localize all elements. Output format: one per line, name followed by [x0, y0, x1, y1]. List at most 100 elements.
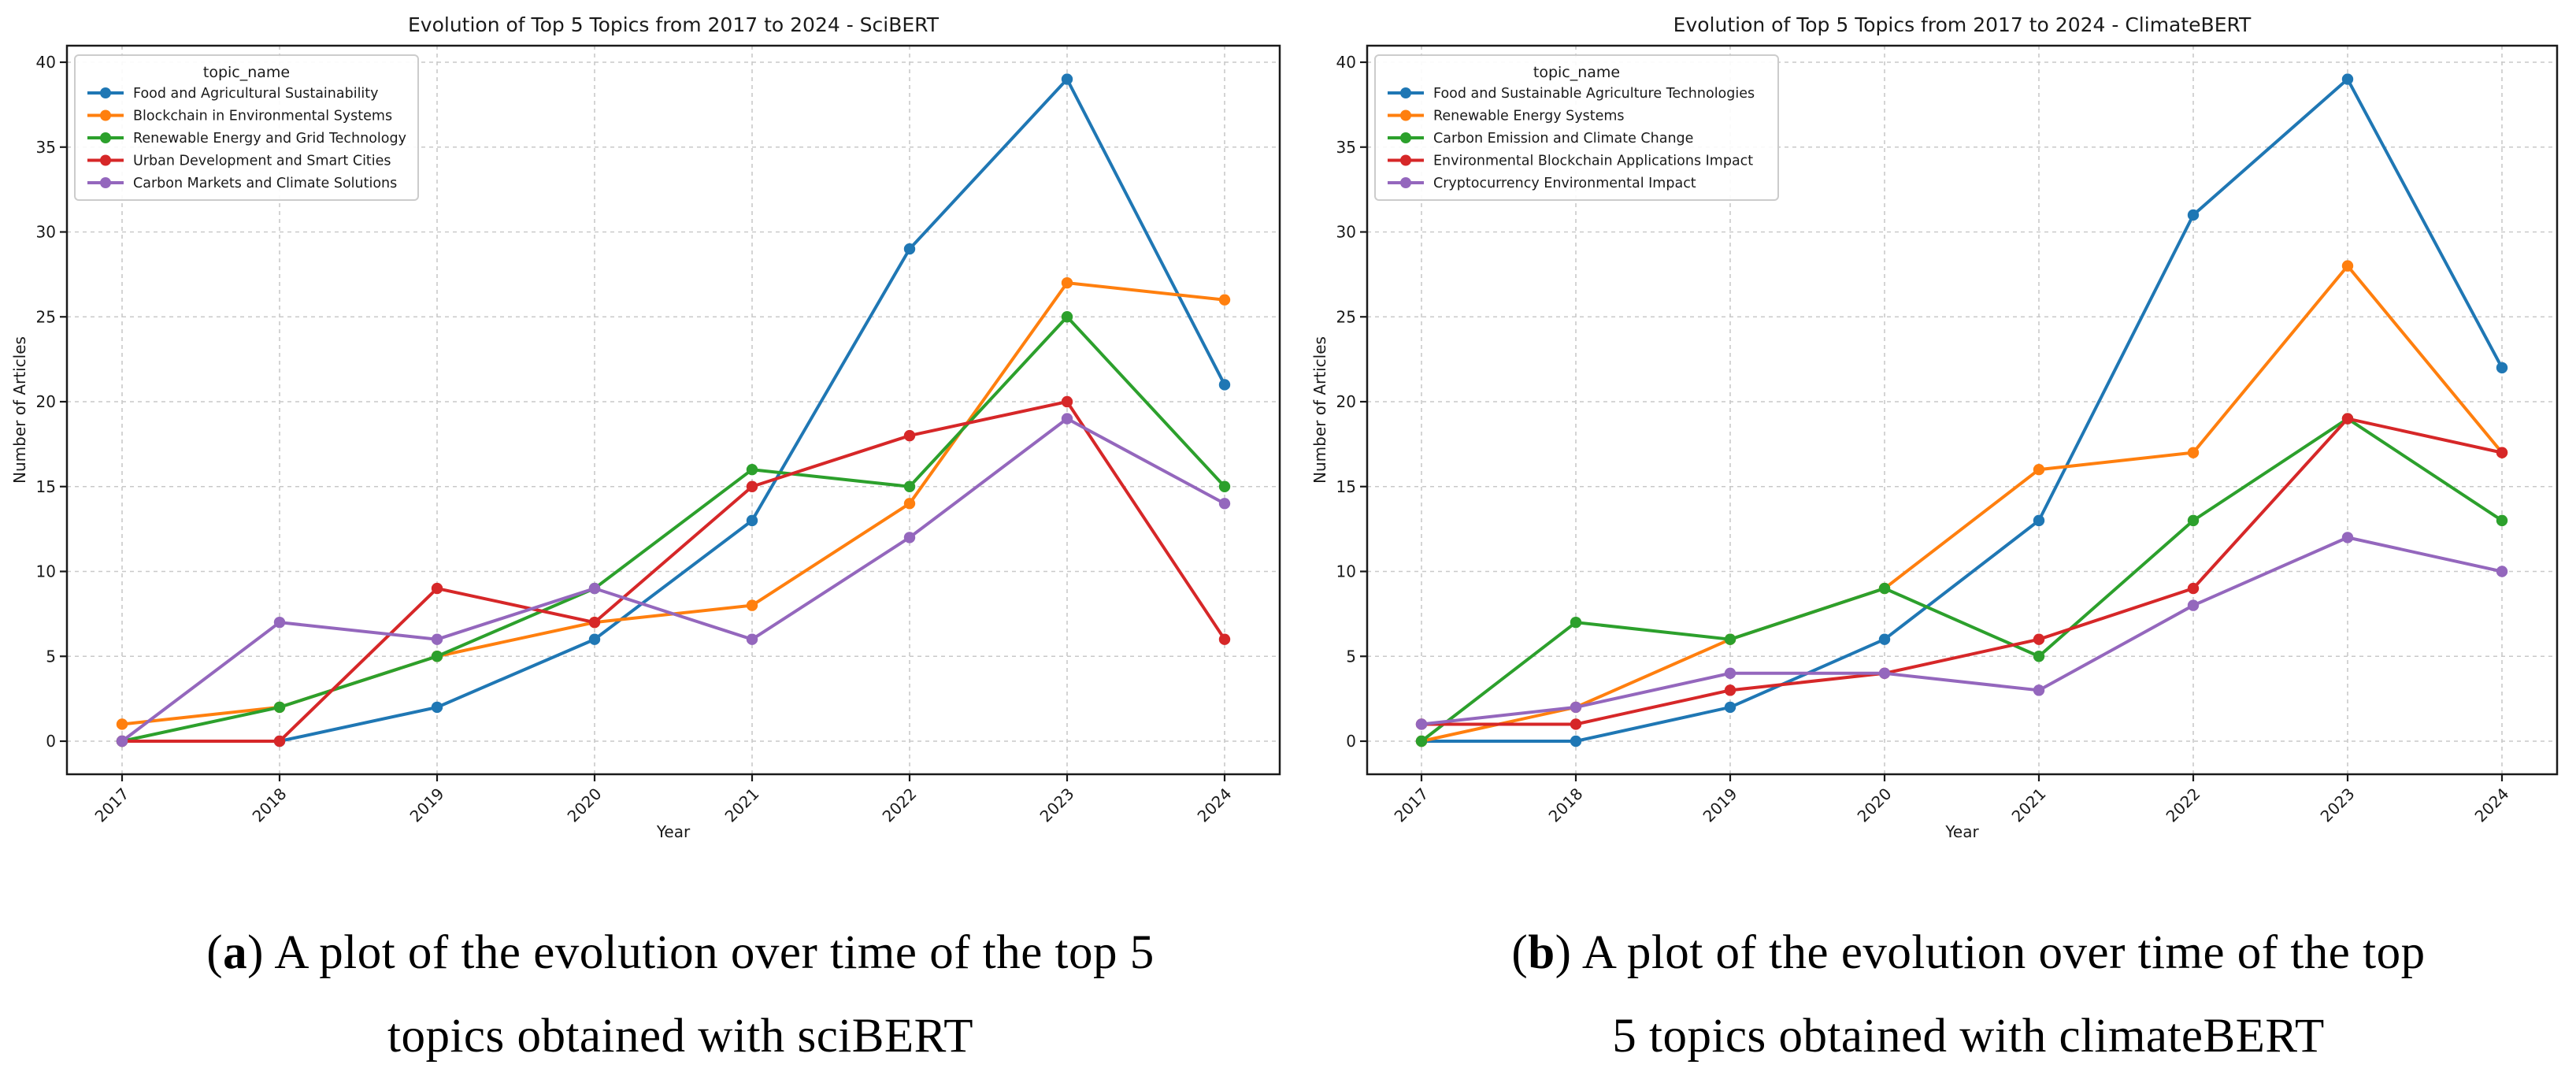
data-point [1061, 73, 1073, 85]
caption-a-letter: a [223, 926, 248, 979]
data-point [1724, 684, 1736, 696]
line-chart-scibert: 2017 2018 2019 2020 2021 2022 2023 2024 0 5 10 15 20… [10, 13, 1281, 841]
data-point [903, 429, 916, 442]
legend-box [74, 54, 419, 201]
chart-title: Evolution of Top 5 Topics from 2017 to 2… [408, 13, 940, 36]
legend: topic_name Food and Agricultural Sustaina… [74, 54, 419, 201]
x-tick-label: 2019 [1699, 785, 1741, 826]
data-point [1415, 735, 1428, 747]
y-tick-label: 30 [1336, 223, 1356, 242]
data-point [2187, 582, 2200, 595]
y-axis-label: Number of Articles [10, 336, 29, 484]
plot-border [65, 44, 1281, 776]
grid [67, 46, 1280, 774]
y-tick-label: 20 [36, 392, 56, 411]
data-point [1570, 616, 1582, 629]
series-line-1 [1421, 76, 2504, 743]
x-tick-label: 2018 [249, 785, 291, 826]
data-point [1218, 633, 1231, 645]
data-point [1570, 701, 1582, 714]
y-tick-label: 30 [36, 223, 56, 242]
y-axis-label: Number of Articles [1310, 336, 1329, 484]
data-point [2496, 362, 2508, 374]
data-point [588, 633, 601, 645]
data-point [1061, 276, 1073, 289]
series-line-3 [121, 314, 1226, 743]
x-tick-label: 2024 [2471, 785, 2513, 826]
data-point [2033, 684, 2045, 696]
legend-label: Carbon Emission and Climate Change [1433, 131, 1693, 147]
data-point [1570, 718, 1582, 730]
data-point [273, 616, 286, 629]
data-point [116, 718, 128, 730]
data-point [1570, 735, 1582, 747]
data-point [1724, 701, 1736, 714]
legend-item: Food and Agricultural Sustainability [87, 86, 379, 102]
legend-item: Carbon Markets and Climate Solutions [87, 176, 397, 191]
caption-a-paren-close: ) [247, 926, 264, 979]
caption-b-letter: b [1528, 926, 1555, 979]
legend-item: Renewable Energy and Grid Technology [87, 131, 406, 147]
x-tick-label: 2020 [1854, 785, 1896, 826]
data-point [2033, 514, 2045, 527]
y-tick-label: 35 [36, 138, 56, 157]
data-point [431, 582, 443, 595]
caption-a-line-1: (a) A plot of the evolution over time of … [32, 911, 1329, 995]
data-point [588, 582, 601, 595]
y-tick-label: 25 [1336, 307, 1356, 326]
data-point [2187, 209, 2200, 221]
y-tick-label: 5 [1346, 647, 1356, 666]
legend-item: Cryptocurrency Environmental Impact [1388, 176, 1696, 191]
x-tick-label: 2022 [2163, 785, 2204, 826]
legend: topic_name Food and Sustainable Agricultu… [1374, 54, 1779, 201]
data-point [1218, 294, 1231, 306]
chart-scibert: 2017 2018 2019 2020 2021 2022 2023 2024 0 5 10 15 20… [0, 0, 1298, 853]
legend-label: Environmental Blockchain Applications Im… [1433, 154, 1753, 169]
caption-b-line-2: 5 topics obtained with climateBERT [1612, 1010, 2325, 1063]
x-tick-label: 2023 [1036, 785, 1078, 826]
data-point [2187, 447, 2200, 458]
legend-item: Blockchain in Environmental Systems [87, 109, 392, 124]
legend-marker-dot [100, 132, 111, 143]
data-point [903, 480, 916, 492]
legend-marker-dot [1400, 87, 1411, 98]
series-line-4 [1421, 417, 2503, 726]
legend-marker-dot [1400, 109, 1411, 121]
y-tick-label: 0 [1346, 732, 1356, 751]
series-line-3 [1420, 417, 2504, 743]
legend-marker-dot [1400, 177, 1411, 188]
y-tick-label: 10 [36, 562, 56, 581]
data-point [746, 514, 758, 527]
x-axis-label: Year [656, 822, 691, 841]
legend-item: Carbon Emission and Climate Change [1388, 131, 1693, 147]
data-point [746, 599, 758, 611]
series-line-2 [121, 281, 1225, 726]
data-point [1415, 718, 1428, 730]
caption-b-paren-close: ) [1555, 926, 1572, 979]
legend-marker-dot [100, 154, 111, 166]
data-point [1878, 633, 1891, 645]
data-point [746, 480, 758, 492]
legend-marker-dot [100, 109, 111, 121]
caption-b-text: A plot of the evolution over time of the… [1581, 926, 2426, 979]
caption-climatebert: (b) A plot of the evolution over time of … [1329, 911, 2576, 1072]
x-tick-label: 2023 [2317, 785, 2359, 826]
legend-label: Renewable Energy and Grid Technology [133, 131, 406, 147]
legend-label: Blockchain in Environmental Systems [133, 109, 392, 124]
data-point [903, 532, 916, 543]
chart-title: Evolution of Top 5 Topics from 2017 to 2… [1673, 13, 2252, 36]
plot-border [1366, 44, 2559, 776]
legend-marker-dot [1400, 132, 1411, 143]
y-tick-label: 20 [1336, 392, 1356, 411]
legend-label: Cryptocurrency Environmental Impact [1433, 176, 1696, 191]
data-point [1061, 311, 1073, 323]
y-tick-label: 15 [1336, 477, 1356, 496]
series-line-2 [1421, 263, 2504, 743]
series-line-5 [120, 417, 1225, 743]
legend-item: Urban Development and Smart Cities [87, 154, 391, 169]
y-tick-label: 40 [36, 53, 56, 72]
series-line-4 [122, 399, 1226, 743]
legend-label: Food and Agricultural Sustainability [133, 86, 379, 102]
legend-marker-dot [100, 177, 111, 188]
